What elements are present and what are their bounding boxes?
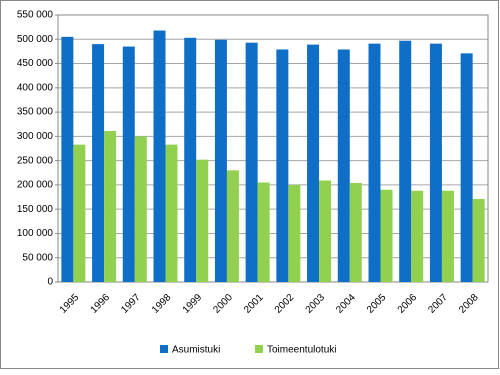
plot-area [57, 14, 489, 283]
bar [276, 49, 289, 283]
legend-label: Toimeentulotuki [267, 345, 336, 356]
bar [122, 46, 135, 282]
bar [165, 144, 178, 282]
bar [460, 53, 473, 283]
bar [245, 42, 258, 282]
y-tick-label: 350 000 [17, 107, 54, 118]
y-tick-label: 300 000 [17, 131, 54, 142]
legend-swatch [160, 345, 168, 353]
bar [134, 136, 147, 282]
legend-swatch [255, 345, 263, 353]
y-tick-label: 150 000 [17, 204, 54, 215]
y-tick-label: 550 000 [17, 10, 54, 21]
bar [319, 180, 332, 282]
bar [337, 49, 350, 283]
bar [73, 144, 86, 282]
bar [153, 30, 166, 282]
bar [214, 39, 227, 283]
bar [368, 43, 381, 283]
y-tick-label: 450 000 [17, 58, 54, 69]
bar [429, 43, 442, 283]
y-tick-label: 250 000 [17, 155, 54, 166]
bar [92, 44, 105, 282]
y-tick-label: 0 [47, 277, 53, 288]
bar [380, 189, 393, 282]
bar [184, 37, 197, 283]
bar [307, 44, 320, 282]
bar [196, 159, 209, 282]
y-tick-label: 100 000 [17, 228, 54, 239]
bar [288, 184, 301, 282]
bar [226, 170, 239, 282]
bar [349, 182, 362, 282]
y-tick-label: 500 000 [17, 34, 54, 45]
y-tick-label: 50 000 [22, 252, 53, 263]
bar [399, 40, 412, 282]
bar [61, 36, 74, 282]
bar [257, 182, 270, 282]
legend-label: Asumistuki [172, 345, 220, 356]
bar [104, 131, 117, 282]
bar [441, 190, 454, 282]
y-tick-label: 400 000 [17, 82, 54, 93]
y-tick-label: 200 000 [17, 180, 54, 191]
bar [472, 198, 485, 282]
bar [411, 190, 424, 282]
